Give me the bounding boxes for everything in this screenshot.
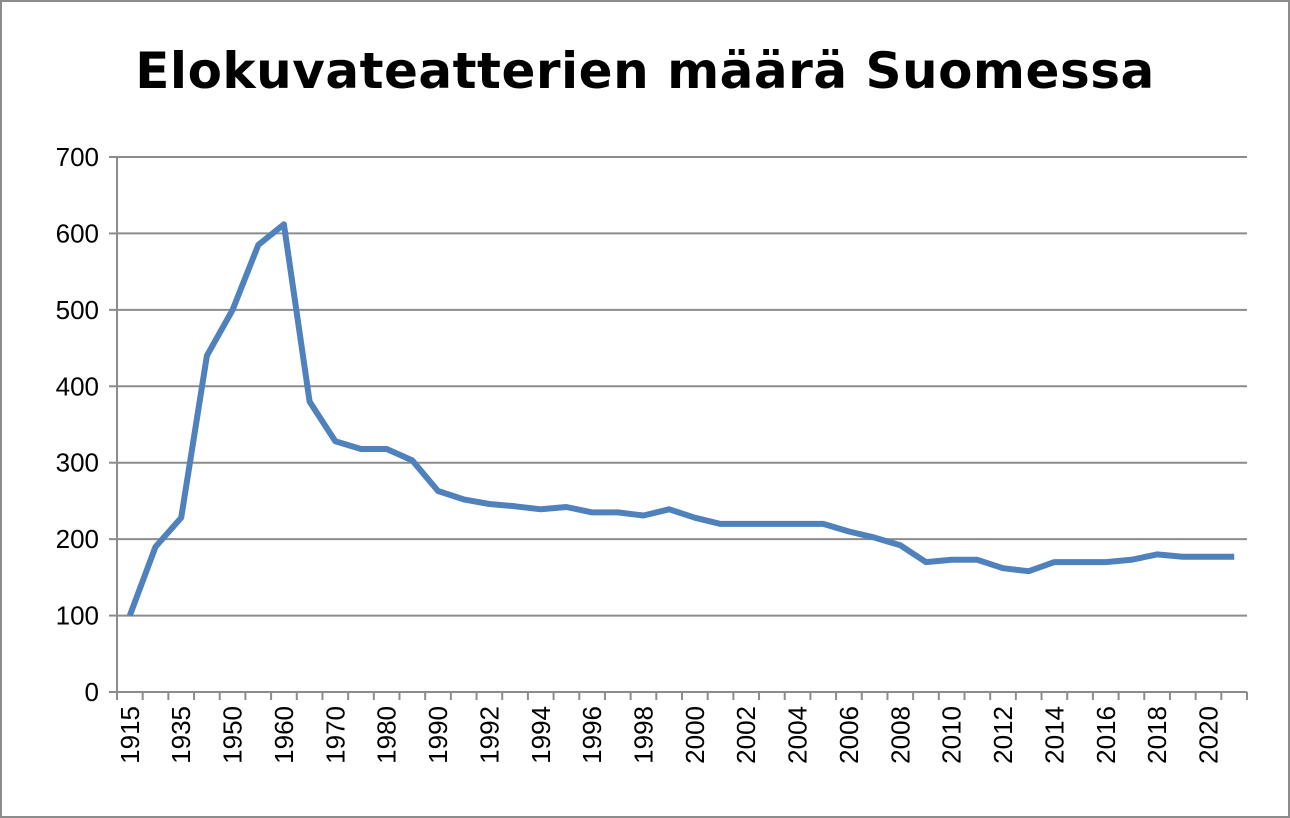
x-tick-label: 2010 [937, 706, 967, 764]
x-tick-label: 2008 [885, 706, 915, 764]
axes [109, 156, 1248, 700]
x-tick-label: 1950 [218, 706, 248, 764]
x-tick-label: 2002 [731, 706, 761, 764]
x-tick-label: 2020 [1193, 706, 1223, 764]
y-tick-label: 600 [56, 218, 99, 248]
x-tick-label: 1915 [115, 706, 145, 764]
x-tick-label: 1935 [166, 706, 196, 764]
x-tick-label: 1990 [423, 706, 453, 764]
x-tick-label: 1992 [474, 706, 504, 764]
y-tick-label: 200 [56, 524, 99, 554]
y-tick-label: 400 [56, 371, 99, 401]
series-line [126, 221, 1235, 617]
x-tick-label: 2004 [783, 706, 813, 764]
y-tick-label: 500 [56, 295, 99, 325]
x-tick-label: 2000 [680, 706, 710, 764]
x-tick-label: 2018 [1142, 706, 1172, 764]
x-axis-tick-labels: 1915 1935 1950 1960 1970 1980 1990 1992 1994 1996… [115, 706, 1224, 764]
y-tick-label: 700 [56, 142, 99, 172]
chart-title: Elokuvateatterien määrä Suomessa [135, 42, 1155, 100]
x-tick-label: 1970 [320, 706, 350, 764]
y-axis-tick-labels: 0 100 200 300 400 500 600 700 [56, 142, 99, 707]
x-tick-label: 2016 [1091, 706, 1121, 764]
x-tick-label: 1960 [269, 706, 299, 764]
y-tick-label: 0 [85, 677, 99, 707]
y-tick-label: 300 [56, 448, 99, 478]
x-tick-label: 1996 [577, 706, 607, 764]
x-tick-label: 1994 [526, 706, 556, 764]
x-tick-label: 1998 [628, 706, 658, 764]
series-layer [126, 221, 1235, 617]
x-tick-label: 1980 [372, 706, 402, 764]
y-tick-label: 100 [56, 601, 99, 631]
x-tick-label: 2006 [834, 706, 864, 764]
x-tick-label: 2012 [988, 706, 1018, 764]
x-tick-label: 2014 [1039, 706, 1069, 764]
